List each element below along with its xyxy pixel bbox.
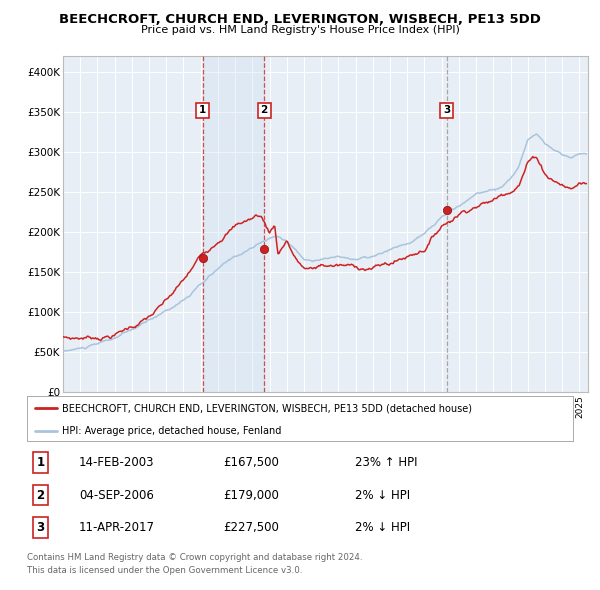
Text: 11-APR-2017: 11-APR-2017 [79, 521, 155, 534]
Text: 2% ↓ HPI: 2% ↓ HPI [355, 489, 410, 502]
Text: HPI: Average price, detached house, Fenland: HPI: Average price, detached house, Fenl… [62, 426, 282, 436]
Text: This data is licensed under the Open Government Licence v3.0.: This data is licensed under the Open Gov… [27, 566, 302, 575]
Text: £227,500: £227,500 [224, 521, 280, 534]
Text: 04-SEP-2006: 04-SEP-2006 [79, 489, 154, 502]
Text: 2: 2 [37, 489, 45, 502]
Text: BEECHCROFT, CHURCH END, LEVERINGTON, WISBECH, PE13 5DD (detached house): BEECHCROFT, CHURCH END, LEVERINGTON, WIS… [62, 404, 472, 414]
Text: 1: 1 [37, 456, 45, 469]
Text: BEECHCROFT, CHURCH END, LEVERINGTON, WISBECH, PE13 5DD: BEECHCROFT, CHURCH END, LEVERINGTON, WIS… [59, 13, 541, 26]
Text: 1: 1 [199, 106, 206, 116]
Text: 2% ↓ HPI: 2% ↓ HPI [355, 521, 410, 534]
Bar [203, 56, 264, 392]
Text: Contains HM Land Registry data © Crown copyright and database right 2024.: Contains HM Land Registry data © Crown c… [27, 553, 362, 562]
Text: £167,500: £167,500 [224, 456, 280, 469]
Text: £179,000: £179,000 [224, 489, 280, 502]
Text: 3: 3 [443, 106, 450, 116]
Text: Price paid vs. HM Land Registry's House Price Index (HPI): Price paid vs. HM Land Registry's House … [140, 25, 460, 35]
Text: 14-FEB-2003: 14-FEB-2003 [79, 456, 154, 469]
Text: 3: 3 [37, 521, 45, 534]
Text: 23% ↑ HPI: 23% ↑ HPI [355, 456, 417, 469]
Text: 2: 2 [260, 106, 268, 116]
